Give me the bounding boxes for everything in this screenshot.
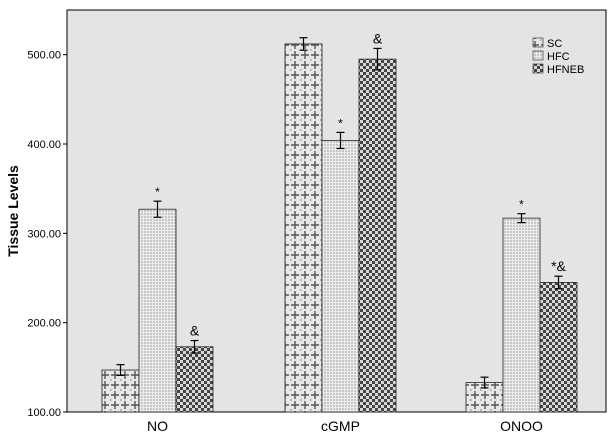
bar-hfneb-cgmp <box>358 58 397 413</box>
y-tick-label: 400.00 <box>27 139 61 151</box>
significance-label: *& <box>551 258 566 274</box>
bar-sc-no <box>101 369 140 413</box>
significance-label: * <box>338 116 343 130</box>
x-axis: NO cGMP ONOO <box>147 418 543 434</box>
bar-sc-cgmp <box>284 43 323 413</box>
significance-label: * <box>519 198 524 212</box>
significance-label: * <box>155 185 160 199</box>
legend-label: SC <box>547 38 562 50</box>
significance-label: & <box>190 323 200 339</box>
x-tick-label: NO <box>147 418 168 434</box>
y-tick-label: 300.00 <box>27 228 61 240</box>
y-axis-label: Tissue Levels <box>5 165 21 257</box>
legend-label: HFC <box>547 51 570 63</box>
bar-hfc-no <box>138 208 177 413</box>
legend-swatch-hfc <box>532 50 544 61</box>
legend-swatch-hfneb <box>532 63 544 74</box>
y-tick-label: 100.00 <box>27 407 61 419</box>
bar-hfc-cgmp <box>321 140 360 413</box>
bar-hfneb-onoo <box>539 282 578 413</box>
significance-label: & <box>373 30 383 46</box>
y-tick-label: 200.00 <box>27 318 61 330</box>
y-axis: 100.00 200.00 300.00 400.00 500.00 <box>27 50 67 419</box>
bars: *&*&**& <box>101 30 578 413</box>
bar-hfneb-no <box>175 346 214 413</box>
x-tick-label: cGMP <box>321 418 360 434</box>
y-tick-label: 500.00 <box>27 50 61 62</box>
legend-label: HFNEB <box>547 64 584 76</box>
bar-hfc-onoo <box>502 217 541 413</box>
x-tick-label: ONOO <box>500 418 543 434</box>
legend-swatch-sc <box>532 37 544 48</box>
